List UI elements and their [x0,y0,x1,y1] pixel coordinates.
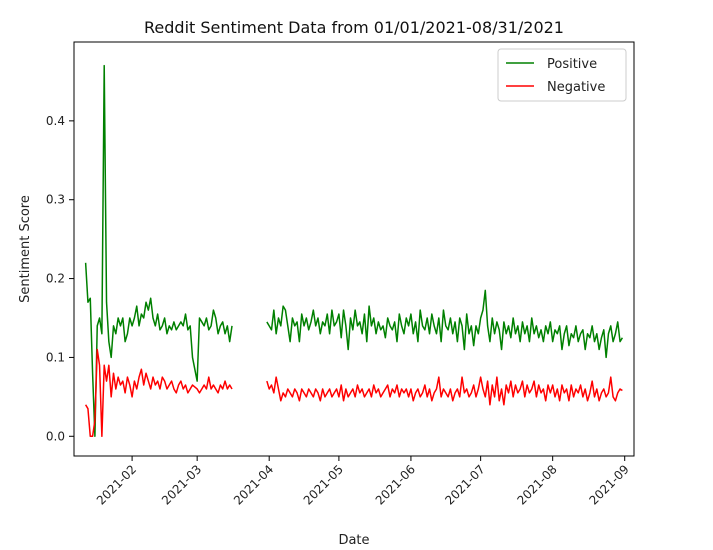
x-tick-label: 2021-04 [231,462,276,507]
series-positive [84,64,624,438]
x-axis-label: Date [338,533,369,548]
y-tick-label: 0.2 [46,272,65,286]
series-layer [84,64,624,438]
legend-box [497,48,627,102]
legend: Positive Negative [497,48,627,102]
legend-label: Positive [547,57,597,72]
x-tick-label: 2021-06 [373,462,418,507]
x-tick-label: 2021-09 [586,462,631,507]
plot-area-frame [73,41,635,457]
x-tick-label: 2021-08 [514,462,559,507]
x-tick-label: 2021-03 [159,462,204,507]
x-tick-label: 2021-02 [94,462,139,507]
chart-title: Reddit Sentiment Data from 01/01/2021-08… [144,18,564,37]
y-axis-label: Sentiment Score [18,195,33,303]
series-negative [84,348,623,438]
x-tick-label: 2021-05 [301,462,346,507]
legend-label: Negative [547,80,605,95]
x-tick-label: 2021-07 [442,462,487,507]
y-axis: 0.0 0.1 0.2 0.3 0.4 [46,114,74,443]
legend-item-negative: Negative [506,80,605,95]
y-tick-label: 0.3 [46,193,65,207]
series-line-negative [84,348,623,438]
x-axis: 2021-02 2021-03 2021-04 2021-05 2021-06 2021-… [94,456,632,508]
series-line-positive [84,64,624,438]
y-tick-label: 0.0 [46,429,65,443]
legend-item-positive: Positive [506,57,597,72]
y-tick-label: 0.4 [46,114,65,128]
y-tick-label: 0.1 [46,350,65,364]
